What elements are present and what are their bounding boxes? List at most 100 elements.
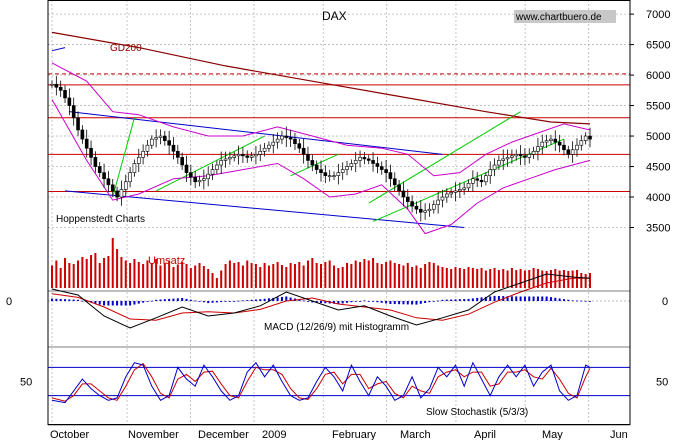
macd-histogram-bar (224, 301, 227, 302)
volume-bar (202, 266, 205, 288)
macd-histogram-bar (380, 301, 383, 303)
macd-histogram-bar (497, 296, 500, 301)
volume-bar (406, 263, 409, 288)
macd-histogram-bar (189, 299, 192, 301)
volume-bar (441, 267, 444, 288)
macd-histogram-bar (250, 299, 253, 301)
macd-signal-line (51, 277, 590, 321)
macd-histogram-bar (163, 299, 166, 301)
macd-histogram-bar (241, 300, 244, 302)
macd-panel (48, 273, 630, 329)
macd-histogram-bar (215, 301, 218, 303)
candle-body (484, 175, 488, 183)
candle-body (180, 157, 184, 166)
macd-histogram-bar (337, 301, 340, 304)
volume-bar (189, 268, 192, 288)
macd-histogram-bar (302, 300, 305, 302)
macd-label: MACD (12/26/9) mit Histogramm (264, 322, 409, 333)
volume-bar (137, 262, 140, 288)
candle-body (102, 172, 106, 180)
stochastic-tick-label-right: 50 (656, 377, 668, 389)
volume-bar (59, 268, 62, 288)
macd-histogram-bar (159, 299, 162, 301)
macd-histogram-bar (376, 301, 379, 303)
candle-body (497, 160, 501, 166)
stochastic-panel (48, 361, 630, 404)
candle-body (488, 169, 493, 176)
volume-bar (415, 265, 418, 288)
candle-body (479, 179, 484, 183)
price-tick-label: 4500 (646, 162, 670, 174)
macd-histogram-bar (575, 300, 578, 302)
macd-histogram-bar (81, 300, 84, 302)
volume-bar (68, 263, 71, 288)
macd-histogram-bar (198, 301, 201, 302)
candle-body (518, 154, 523, 157)
volume-bar (337, 268, 340, 288)
volume-panel (51, 238, 591, 288)
macd-histogram-bar (155, 299, 158, 301)
volume-bar (506, 270, 509, 288)
macd-histogram-bar (571, 300, 574, 302)
candle-body (458, 189, 462, 192)
macd-histogram-bar (298, 299, 301, 301)
volume-bar (502, 269, 505, 288)
macd-histogram-bar (324, 301, 327, 304)
candle-body (119, 189, 124, 198)
candle-body (410, 201, 414, 207)
candle-body (449, 192, 453, 195)
volume-bar (467, 267, 470, 288)
macd-histogram-bar (350, 301, 353, 303)
macd-histogram-bar (398, 301, 401, 305)
gd200-line (51, 31, 591, 125)
volume-bar (146, 260, 149, 288)
candle-body (193, 176, 197, 183)
x-axis-label: May (542, 429, 563, 440)
macd-histogram-bar (402, 301, 405, 305)
volume-bar (233, 263, 236, 288)
macd-histogram-bar (311, 301, 314, 303)
macd-tick-label-right: 0 (662, 296, 668, 308)
macd-histogram-bar (346, 301, 349, 303)
price-tick-label: 5500 (646, 101, 670, 113)
candle-body (189, 172, 193, 178)
candle-body (544, 140, 549, 143)
macd-histogram-bar (120, 301, 123, 306)
volume-bar (558, 270, 561, 288)
volume-bar (402, 265, 405, 288)
price-tick-label: 7000 (646, 9, 670, 21)
macd-histogram-bar (133, 301, 136, 305)
candle-body (236, 154, 241, 157)
macd-histogram-bar (77, 299, 80, 301)
candle-body (405, 196, 410, 202)
volume-bar (450, 269, 453, 288)
candle-body (353, 160, 358, 164)
volume-bar (510, 268, 513, 288)
macd-histogram-bar (541, 296, 544, 301)
volume-bar (64, 258, 67, 288)
candle-body (258, 150, 263, 155)
volume-bar (333, 265, 336, 288)
macd-histogram-bar (372, 301, 375, 302)
volume-bar (489, 269, 492, 288)
volume-bar (528, 270, 531, 288)
x-axis-label: October (50, 429, 89, 440)
candle-body (579, 140, 584, 146)
candle-body (583, 135, 588, 141)
candle-body (141, 150, 145, 158)
volume-bar (159, 265, 162, 288)
macd-histogram-bar (194, 300, 197, 302)
volume-bar (393, 263, 396, 288)
volume-bar (545, 271, 548, 288)
volume-bar (215, 278, 218, 288)
candle-body (210, 169, 215, 175)
macd-histogram-bar (411, 301, 414, 305)
price-tick-label: 6500 (646, 40, 670, 52)
volume-bar (276, 262, 279, 288)
volume-bar (185, 264, 188, 288)
trend-line (155, 135, 265, 192)
candle-body (588, 135, 592, 140)
volume-bar (250, 263, 253, 288)
candle-body (132, 163, 137, 173)
candle-body (366, 158, 371, 161)
